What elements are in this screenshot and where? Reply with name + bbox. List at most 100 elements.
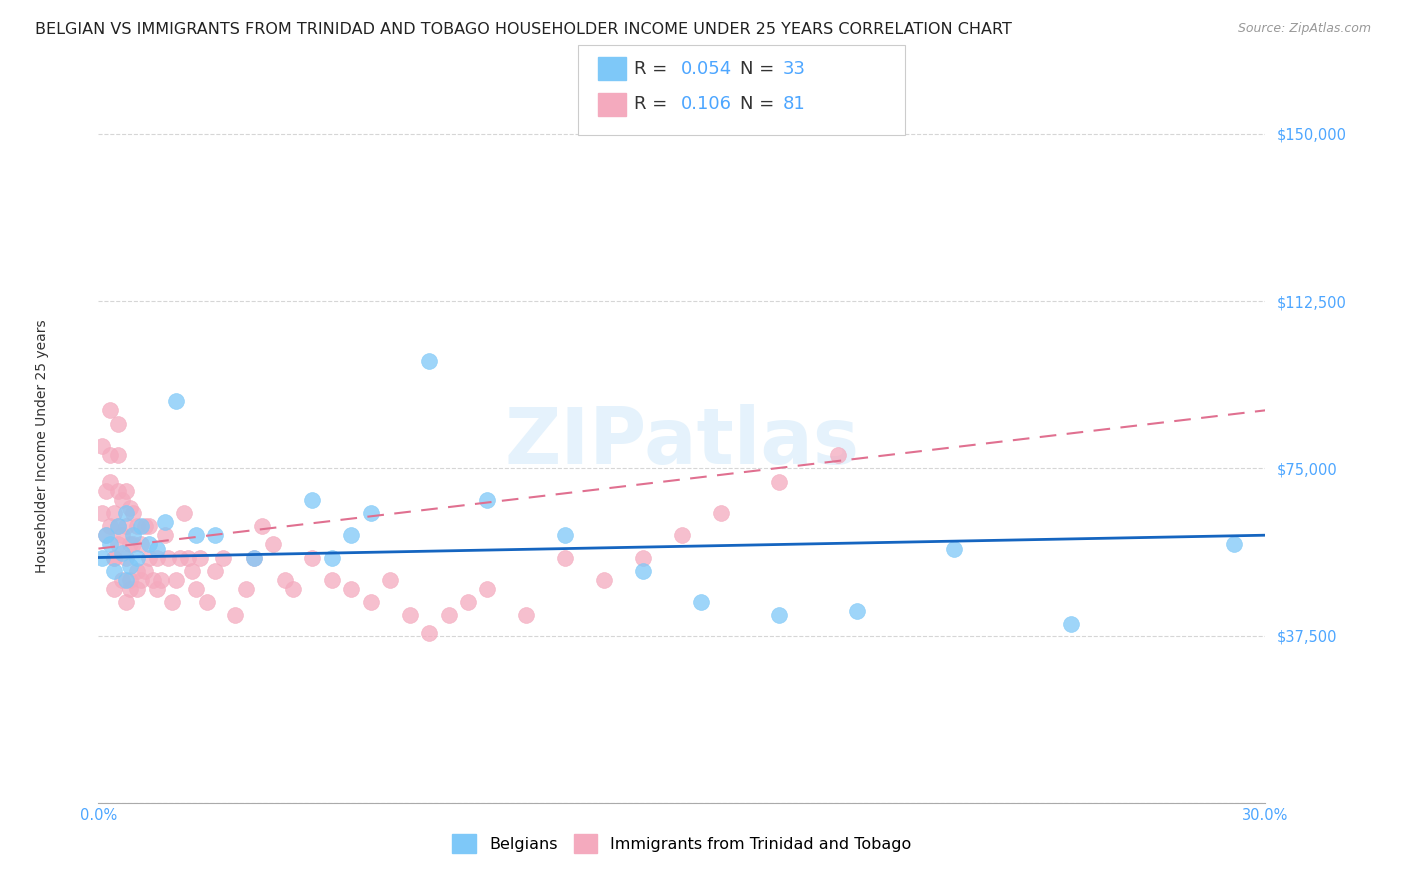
Point xyxy=(134,519,156,533)
Point xyxy=(173,506,195,520)
Point xyxy=(138,550,160,565)
Point xyxy=(165,573,187,587)
Point xyxy=(204,564,226,578)
Point xyxy=(111,573,134,587)
Point xyxy=(98,448,121,462)
Text: 0.054: 0.054 xyxy=(681,60,731,78)
Point xyxy=(129,519,152,533)
Point xyxy=(103,506,125,520)
Point xyxy=(177,550,200,565)
Point xyxy=(165,394,187,409)
Point xyxy=(418,354,440,368)
Point xyxy=(477,582,499,596)
Point xyxy=(827,448,849,462)
Point xyxy=(129,537,152,551)
Point xyxy=(301,492,323,507)
Point xyxy=(134,564,156,578)
Text: R =: R = xyxy=(634,95,673,113)
Point xyxy=(98,475,121,489)
Point xyxy=(768,475,790,489)
Point xyxy=(321,550,343,565)
Point xyxy=(340,582,363,596)
Point xyxy=(146,541,169,556)
Point xyxy=(437,608,460,623)
Point xyxy=(149,573,172,587)
Point xyxy=(146,550,169,565)
Point xyxy=(243,550,266,565)
Point xyxy=(180,564,202,578)
Point xyxy=(146,582,169,596)
Point xyxy=(114,595,136,609)
Point xyxy=(114,550,136,565)
Point xyxy=(169,550,191,565)
Point xyxy=(114,519,136,533)
Point xyxy=(114,506,136,520)
Point xyxy=(184,528,207,542)
Point xyxy=(631,564,654,578)
Point xyxy=(98,537,121,551)
Point xyxy=(96,528,118,542)
Point xyxy=(1060,617,1083,632)
Point xyxy=(91,506,114,520)
Point xyxy=(107,417,129,431)
Point xyxy=(118,537,141,551)
Point xyxy=(142,573,165,587)
Point xyxy=(671,528,693,542)
Point xyxy=(98,403,121,417)
Point xyxy=(114,483,136,498)
Point xyxy=(118,573,141,587)
Point xyxy=(118,501,141,516)
Text: N =: N = xyxy=(740,60,779,78)
Point xyxy=(360,506,382,520)
Point xyxy=(122,528,145,542)
Legend: Belgians, Immigrants from Trinidad and Tobago: Belgians, Immigrants from Trinidad and T… xyxy=(446,828,918,860)
Point xyxy=(157,550,180,565)
Point xyxy=(122,537,145,551)
Point xyxy=(153,515,176,529)
Text: Source: ZipAtlas.com: Source: ZipAtlas.com xyxy=(1237,22,1371,36)
Point xyxy=(103,564,125,578)
Point xyxy=(138,537,160,551)
Point xyxy=(103,582,125,596)
Point xyxy=(274,573,297,587)
Point xyxy=(91,550,114,565)
Point xyxy=(184,582,207,596)
Text: 0.106: 0.106 xyxy=(681,95,731,113)
Point xyxy=(235,582,257,596)
Point xyxy=(477,492,499,507)
Point xyxy=(111,492,134,507)
Point xyxy=(690,595,713,609)
Point xyxy=(107,448,129,462)
Point xyxy=(593,573,616,587)
Point xyxy=(127,519,149,533)
Text: 33: 33 xyxy=(783,60,806,78)
Point xyxy=(554,550,576,565)
Point xyxy=(212,550,235,565)
Point xyxy=(91,439,114,453)
Point xyxy=(107,537,129,551)
Text: 81: 81 xyxy=(783,95,806,113)
Point xyxy=(398,608,420,623)
Point xyxy=(243,550,266,565)
Point xyxy=(127,564,149,578)
Point xyxy=(103,550,125,565)
Point xyxy=(162,595,184,609)
Point xyxy=(457,595,479,609)
Point xyxy=(224,608,246,623)
Text: R =: R = xyxy=(634,60,673,78)
Point xyxy=(250,519,273,533)
Point xyxy=(127,582,149,596)
Point xyxy=(96,483,118,498)
Text: BELGIAN VS IMMIGRANTS FROM TRINIDAD AND TOBAGO HOUSEHOLDER INCOME UNDER 25 YEARS: BELGIAN VS IMMIGRANTS FROM TRINIDAD AND … xyxy=(35,22,1012,37)
Point xyxy=(107,519,129,533)
Point xyxy=(380,573,402,587)
Point xyxy=(114,573,136,587)
Point xyxy=(195,595,218,609)
Text: N =: N = xyxy=(740,95,779,113)
Point xyxy=(118,559,141,574)
Point xyxy=(138,519,160,533)
Point xyxy=(1223,537,1246,551)
Point xyxy=(153,528,176,542)
Point xyxy=(262,537,284,551)
Point xyxy=(631,550,654,565)
